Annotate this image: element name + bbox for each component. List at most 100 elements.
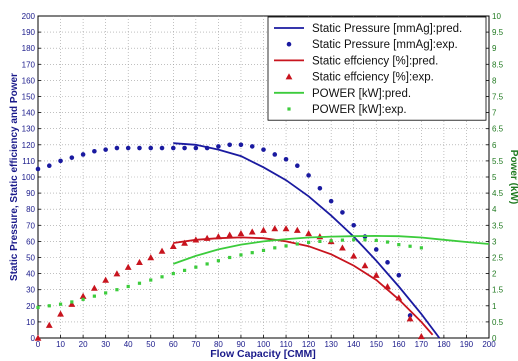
data-point-circle xyxy=(249,144,255,149)
x-tick-label: 20 xyxy=(79,340,88,349)
data-point-circle xyxy=(137,145,142,151)
x-tick-label: 10 xyxy=(56,340,65,349)
data-point-triangle xyxy=(271,225,279,232)
right-y-tick-label: 3 xyxy=(492,237,497,246)
data-point-triangle xyxy=(293,226,301,233)
x-axis-label: Flow Capacity [CMM] xyxy=(210,348,316,360)
data-point-circle xyxy=(238,142,244,148)
right-y-axis-ticks: 0 0.5 1 1.5 2 2.5 3 3.5 4 4.5 5 5.5 6 6.5 7 7.5 8 8.5 9 9.5… xyxy=(486,12,504,343)
legend-entry-label: Static Pressure [mmAg]:exp. xyxy=(312,39,458,51)
x-tick-label: 170 xyxy=(415,340,429,349)
right-y-tick-label: 8 xyxy=(492,76,497,85)
data-point-triangle xyxy=(226,231,234,238)
right-y-tick-label: 5.5 xyxy=(492,157,504,166)
data-point-triangle xyxy=(68,300,76,307)
legend-entry-label: Static effciency [%]:exp. xyxy=(312,72,434,84)
left-y-tick-label: 80 xyxy=(26,205,35,214)
left-y-tick-label: 90 xyxy=(26,189,35,198)
data-point-square xyxy=(126,284,130,289)
data-point-triangle xyxy=(339,244,346,251)
data-point-circle xyxy=(227,142,232,148)
data-point-triangle xyxy=(305,229,312,237)
x-tick-label: 180 xyxy=(437,340,451,349)
data-point-square xyxy=(137,281,142,285)
data-point-circle xyxy=(286,41,292,47)
data-point-square xyxy=(70,300,74,304)
x-tick-label: 60 xyxy=(169,340,178,349)
data-point-circle xyxy=(80,152,86,157)
left-y-tick-label: 180 xyxy=(22,44,36,53)
data-point-square xyxy=(58,302,63,306)
x-tick-label: 80 xyxy=(214,340,223,349)
left-y-tick-label: 170 xyxy=(22,60,36,69)
data-point-triangle xyxy=(417,332,425,340)
right-y-tick-label: 2.5 xyxy=(492,254,504,263)
left-y-tick-label: 30 xyxy=(26,286,35,295)
data-point-circle xyxy=(103,147,108,152)
data-point-square xyxy=(287,107,291,111)
x-tick-label: 200 xyxy=(482,340,496,349)
x-tick-label: 150 xyxy=(370,340,384,349)
data-point-triangle xyxy=(406,315,414,322)
series-5 xyxy=(36,238,423,310)
data-point-circle xyxy=(171,145,176,151)
right-y-tick-label: 6.5 xyxy=(492,125,504,134)
data-point-triangle xyxy=(285,73,293,80)
data-point-circle xyxy=(306,173,311,178)
data-point-square xyxy=(81,297,85,301)
series-0 xyxy=(173,142,441,339)
data-point-circle xyxy=(58,158,63,164)
data-point-square xyxy=(307,240,311,244)
right-y-tick-label: 0.5 xyxy=(492,318,504,327)
left-y-tick-label: 150 xyxy=(22,93,36,102)
left-y-tick-label: 190 xyxy=(22,28,36,37)
data-point-circle xyxy=(193,145,199,151)
data-point-triangle xyxy=(192,236,200,243)
series-3 xyxy=(34,225,425,341)
left-y-axis-ticks: 0 10 20 30 40 50 60 70 80 90 100 110 120 130 140 150 160… xyxy=(22,12,41,343)
data-point-circle xyxy=(317,185,323,191)
data-point-square xyxy=(374,238,378,243)
data-point-circle xyxy=(340,210,345,215)
left-y-tick-label: 160 xyxy=(22,76,36,85)
left-y-axis-label: Static Pressure, Static efficiency and P… xyxy=(9,73,20,281)
grid-lines xyxy=(38,16,489,338)
right-y-tick-label: 2 xyxy=(492,270,497,279)
x-tick-label: 40 xyxy=(124,340,133,349)
data-point-circle xyxy=(148,145,154,151)
legend-entry-label: Static effciency [%]:pred. xyxy=(312,55,438,67)
series-layer xyxy=(34,142,490,341)
right-y-tick-label: 0 xyxy=(492,334,497,343)
data-point-square xyxy=(205,262,209,266)
legend-box xyxy=(267,16,487,121)
data-point-circle xyxy=(295,163,300,169)
x-tick-label: 120 xyxy=(302,340,316,349)
x-tick-label: 70 xyxy=(191,340,200,349)
data-point-circle xyxy=(204,145,210,151)
x-tick-label: 130 xyxy=(324,340,338,349)
legend-entry-label: POWER [kW]:pred. xyxy=(312,88,411,100)
data-point-square xyxy=(182,268,187,272)
left-y-tick-label: 40 xyxy=(26,270,35,279)
data-point-triangle xyxy=(203,234,211,241)
x-tick-label: 100 xyxy=(257,340,271,349)
data-point-square xyxy=(419,246,423,250)
data-point-triangle xyxy=(45,321,53,328)
data-point-square xyxy=(104,291,108,295)
left-y-tick-label: 200 xyxy=(22,12,36,21)
right-y-tick-label: 4.5 xyxy=(492,189,504,198)
legend: Static Pressure [mmAg]:pred. Static Press… xyxy=(267,16,487,121)
data-point-triangle xyxy=(57,310,64,317)
data-point-circle xyxy=(125,145,131,151)
right-y-tick-label: 9.5 xyxy=(492,28,504,37)
left-y-tick-label: 110 xyxy=(22,157,35,166)
data-point-square xyxy=(115,288,119,292)
data-point-triangle xyxy=(136,258,143,266)
left-y-tick-label: 140 xyxy=(22,109,36,118)
legend-entry-label: Static Pressure [mmAg]:pred. xyxy=(312,23,462,35)
right-y-tick-label: 1.5 xyxy=(492,286,504,295)
data-point-square xyxy=(36,305,40,310)
series-4 xyxy=(172,234,490,265)
data-point-triangle xyxy=(90,284,98,291)
data-point-square xyxy=(408,244,412,248)
